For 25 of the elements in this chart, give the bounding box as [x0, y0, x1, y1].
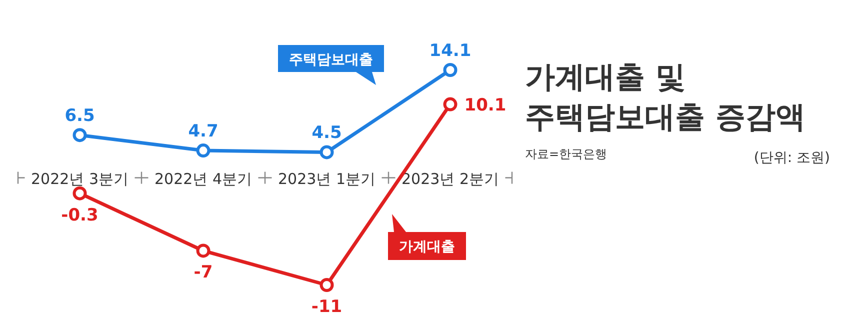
x-tick-label: 2022년 3분기	[31, 170, 128, 188]
x-tick-label: 2023년 2분기	[402, 170, 499, 188]
point	[196, 244, 210, 258]
data-label: 6.5	[64, 106, 95, 126]
point	[320, 145, 334, 160]
point	[72, 186, 87, 200]
x-tick-label: 2022년 4분기	[154, 170, 252, 188]
data-label: -0.3	[61, 205, 98, 226]
text: 주택담보대출	[289, 52, 373, 68]
text: (단위: 조원)	[754, 150, 830, 166]
point	[320, 278, 334, 292]
legend-label: 가계대출	[399, 239, 455, 255]
data-label: 4.7	[188, 122, 218, 142]
data-label: -11	[311, 297, 342, 317]
data-label: 4.5	[312, 123, 342, 144]
point	[196, 144, 210, 158]
data-label: 14.1	[429, 41, 472, 61]
data-label: 10.1	[464, 95, 506, 116]
point	[72, 128, 87, 142]
point	[443, 63, 458, 77]
text: 가계대출 및 주택담보대출 증감액	[525, 60, 806, 135]
point	[443, 97, 458, 112]
x-tick-label: 2023년 1분기	[278, 170, 376, 188]
text: 자료=한국은행	[525, 147, 608, 161]
data-label: -7	[194, 262, 213, 283]
